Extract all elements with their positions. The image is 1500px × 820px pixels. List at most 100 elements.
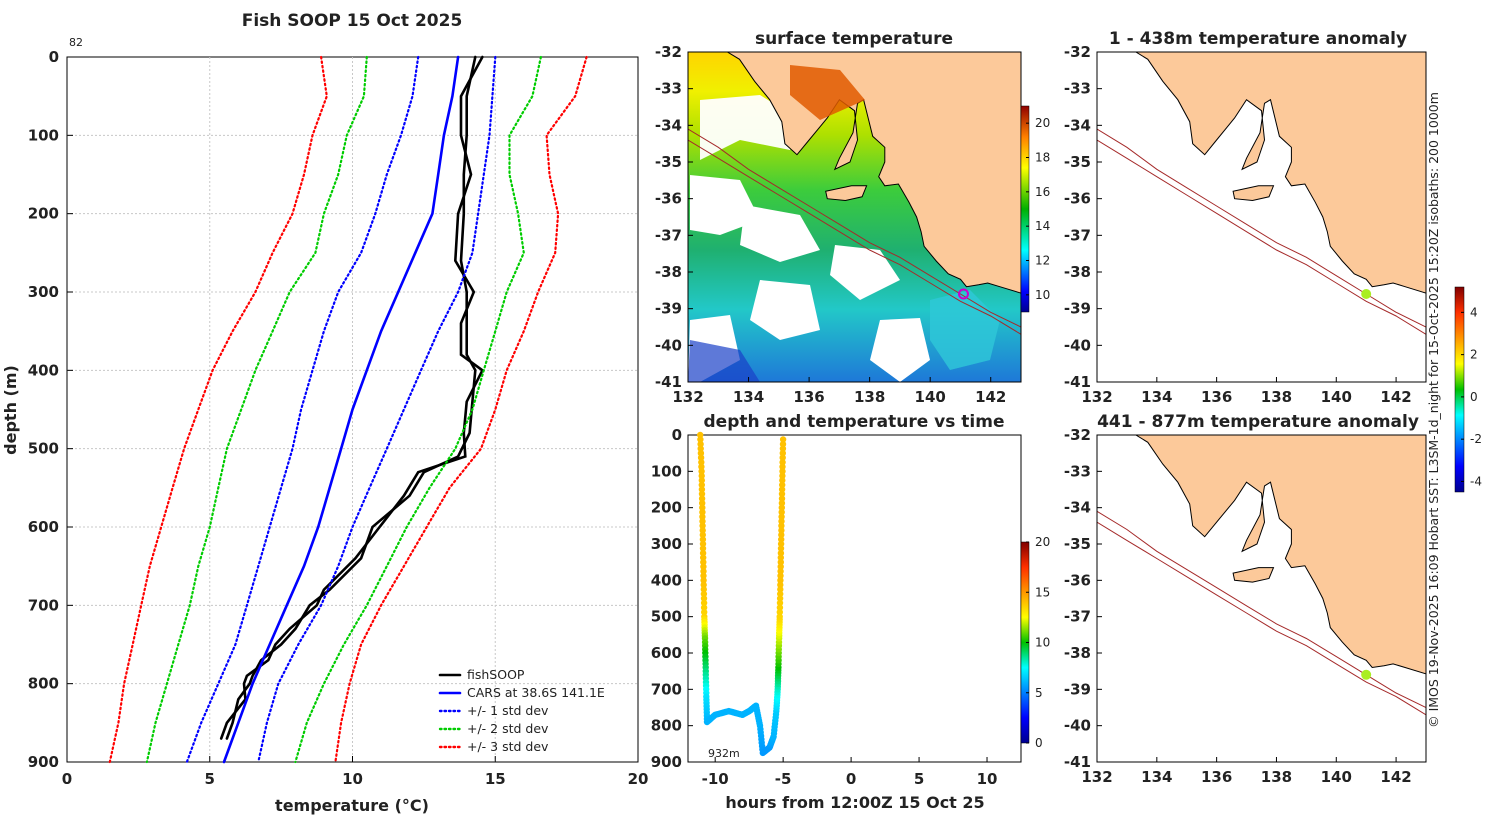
profile-x-tick-label: 5 bbox=[205, 770, 215, 788]
profile-y-tick-label: 500 bbox=[28, 440, 59, 458]
depth-time-point bbox=[699, 545, 707, 552]
anomaly-colorbar-ticks: -4 -2 0 2 4 bbox=[1461, 305, 1482, 488]
anomaly-lower-y-tick-label: -37 bbox=[1064, 608, 1091, 626]
legend-label: +/- 3 std dev bbox=[467, 739, 549, 754]
profile-y-tick-label: 900 bbox=[28, 753, 59, 771]
anomaly-lower-panel: 441 - 877m temperature anomaly 132 134 136… bbox=[1064, 412, 1427, 786]
anomaly-lower-y-tick-label: -34 bbox=[1064, 499, 1091, 517]
anomaly-upper-ticks: 132 134 136 138 140 142 -32 -33 -34 -35 -36 -37 -38 -… bbox=[1064, 43, 1412, 406]
profile-x-tick-label: 10 bbox=[342, 770, 363, 788]
depth-time-point bbox=[698, 495, 706, 502]
depth-time-point bbox=[700, 559, 707, 566]
legend-label: +/- 2 std dev bbox=[467, 721, 549, 736]
sst-cloud-gap bbox=[830, 245, 900, 300]
sst-location-marker bbox=[957, 288, 969, 300]
anomaly-lower-y-tick-label: -33 bbox=[1064, 462, 1091, 480]
depth-time-point bbox=[777, 590, 784, 598]
anomaly-upper-x-tick-label: 138 bbox=[1261, 388, 1292, 406]
anomaly-upper-mainland bbox=[1135, 52, 1426, 294]
depth-time-x-tick-label: 0 bbox=[846, 770, 856, 788]
std-dev-3-upper-line bbox=[334, 55, 588, 764]
anomaly-upper-y-tick-label: -36 bbox=[1064, 190, 1091, 208]
anomaly-lower-x-tick-label: 136 bbox=[1201, 768, 1232, 786]
depth-time-point bbox=[779, 481, 786, 489]
depth-time-point bbox=[777, 540, 785, 548]
depth-time-y-tick-label: 700 bbox=[651, 680, 682, 698]
depth-time-point bbox=[778, 518, 785, 525]
anomaly-upper-panel: 1 - 438m temperature anomaly 132 134 136 13… bbox=[1064, 29, 1427, 406]
depth-time-point bbox=[698, 472, 705, 480]
sst-map-y-tick-label: -34 bbox=[655, 116, 682, 134]
depth-time-y-tick-label: 100 bbox=[651, 462, 682, 480]
side-caption: © IMOS 19-Nov-2025 16:09 Hobart SST: L3S… bbox=[1426, 92, 1441, 728]
anomaly-lower-title: 441 - 877m temperature anomaly bbox=[1097, 412, 1419, 432]
profile-x-tick-label: 0 bbox=[62, 770, 72, 788]
depth-time-point bbox=[778, 490, 786, 498]
sst-map-title: surface temperature bbox=[755, 29, 953, 49]
depth-time-point bbox=[697, 445, 704, 452]
anomaly-lower-isobath-200m bbox=[1097, 521, 1426, 716]
anomaly-lower-isobath-1000m bbox=[1097, 510, 1426, 708]
depth-time-point bbox=[777, 586, 784, 593]
std-dev-2-upper-line bbox=[294, 55, 543, 764]
std-dev-2-lower-line bbox=[145, 55, 368, 764]
depth-time-point bbox=[697, 454, 705, 461]
depth-time-point bbox=[779, 472, 786, 480]
depth-time-point bbox=[777, 549, 785, 557]
anomaly-upper-axes-box bbox=[1096, 51, 1427, 383]
depth-time-point bbox=[699, 531, 706, 539]
depth-time-point bbox=[700, 577, 707, 584]
depth-time-point bbox=[700, 586, 707, 593]
anomaly-upper-x-tick-label: 132 bbox=[1081, 388, 1112, 406]
anomaly-lower-mainland bbox=[1135, 435, 1426, 675]
anomaly-lower-y-tick-label: -40 bbox=[1064, 717, 1091, 735]
depth-time-point bbox=[779, 450, 786, 457]
anomaly-lower-y-tick-label: -38 bbox=[1064, 644, 1091, 662]
anomaly-upper-y-tick-label: -37 bbox=[1064, 226, 1091, 244]
anomaly-colorbar-tick-label: 2 bbox=[1470, 348, 1478, 362]
sst-map-y-tick-label: -35 bbox=[655, 153, 682, 171]
depth-time-point bbox=[778, 531, 785, 539]
sst-map-y-tick-label: -33 bbox=[655, 80, 682, 98]
depth-time-colorbar-tick-label: 10 bbox=[1035, 636, 1050, 650]
depth-time-point bbox=[699, 504, 706, 511]
depth-time-point bbox=[779, 459, 786, 466]
anomaly-upper-kangaroo-island bbox=[1232, 185, 1275, 202]
sst-colorbar-tick-label: 20 bbox=[1035, 116, 1050, 130]
anomaly-lower-x-tick-label: 132 bbox=[1081, 768, 1112, 786]
anomaly-upper-y-tick-label: -38 bbox=[1064, 263, 1091, 281]
depth-time-point bbox=[779, 436, 787, 443]
sst-map-x-tick-label: 132 bbox=[672, 388, 703, 406]
sst-map-y-tick-label: -40 bbox=[655, 336, 682, 354]
depth-time-x-tick-label: -5 bbox=[775, 770, 792, 788]
depth-time-point bbox=[697, 450, 705, 457]
anomaly-lower-y-tick-label: -35 bbox=[1064, 535, 1091, 553]
depth-time-point bbox=[778, 513, 785, 520]
depth-time-point bbox=[698, 481, 705, 489]
anomaly-lower-ticks: 132 134 136 138 140 142 -32 -33 -34 -35 -36 -37 -38 -… bbox=[1064, 426, 1412, 786]
legend-label: fishSOOP bbox=[467, 667, 525, 682]
depth-time-x-tick-label: 10 bbox=[977, 770, 998, 788]
depth-time-point bbox=[701, 608, 708, 616]
depth-time-xlabel: hours from 12:00Z 15 Oct 25 bbox=[725, 793, 984, 812]
sst-map-x-tick-label: 136 bbox=[793, 388, 824, 406]
sst-colorbar-tick-label: 14 bbox=[1035, 219, 1050, 233]
profile-y-tick-label: 700 bbox=[28, 596, 59, 614]
depth-time-point bbox=[699, 513, 706, 520]
sst-map-y-tick-label: -41 bbox=[655, 373, 682, 391]
sst-cool-water bbox=[688, 340, 760, 382]
anomaly-upper-title: 1 - 438m temperature anomaly bbox=[1109, 29, 1407, 49]
depth-time-point bbox=[697, 436, 704, 443]
land bbox=[1135, 52, 1426, 294]
anomaly-upper-y-tick-label: -41 bbox=[1064, 373, 1091, 391]
depth-time-point bbox=[698, 486, 706, 493]
depth-time-x-tick-label: 5 bbox=[914, 770, 924, 788]
depth-time-point bbox=[777, 572, 784, 579]
anomaly-upper-y-tick-label: -33 bbox=[1064, 80, 1091, 98]
depth-time-point bbox=[697, 440, 704, 448]
profile-x-tick-label: 15 bbox=[485, 770, 506, 788]
depth-time-colorbar-ticks: 0 5 10 15 20 bbox=[1026, 535, 1050, 750]
sst-cloud-gap bbox=[870, 318, 930, 382]
